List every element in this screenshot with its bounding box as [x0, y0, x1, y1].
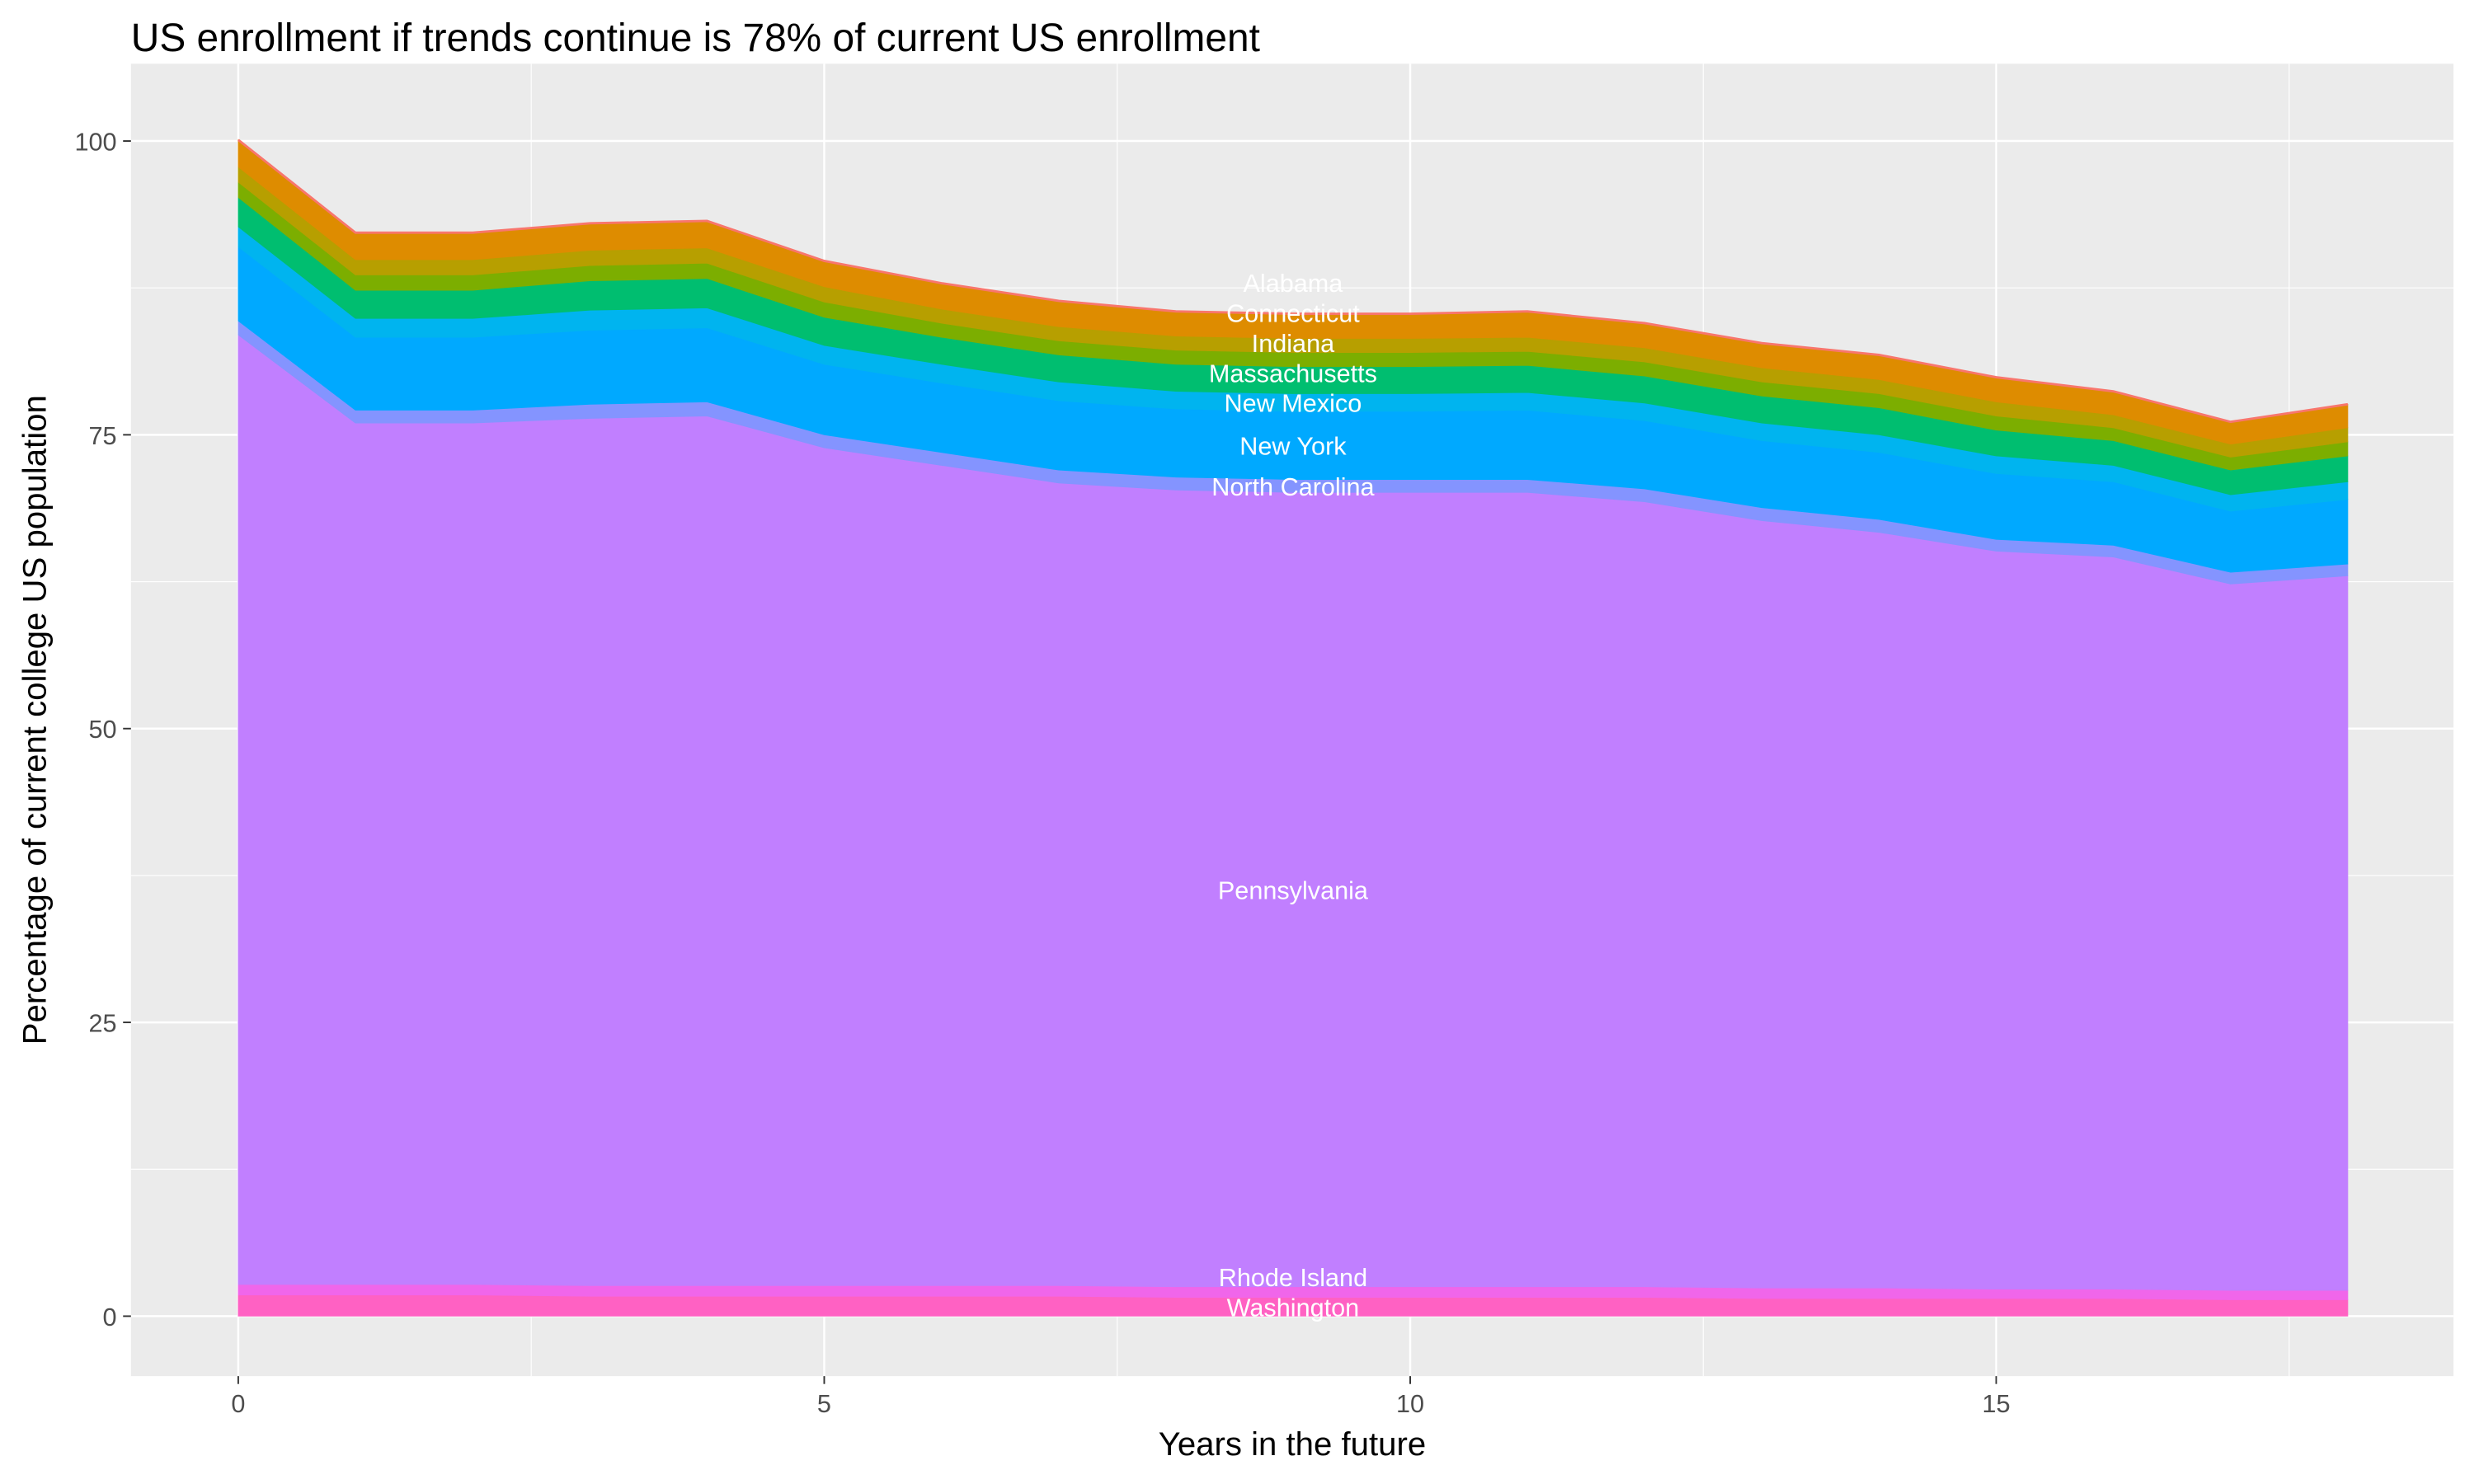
x-tick-label: 0 — [231, 1390, 245, 1418]
x-axis-label: Years in the future — [1159, 1425, 1426, 1463]
series-label: North Carolina — [1211, 473, 1375, 501]
x-tick-label: 15 — [1982, 1390, 2011, 1418]
series-label: Connecticut — [1226, 300, 1360, 328]
series-label: Indiana — [1252, 330, 1335, 358]
x-tick-label: 10 — [1396, 1390, 1424, 1418]
area-top-edge — [238, 139, 2349, 424]
area-layers — [238, 139, 2349, 1317]
y-axis-label: Percentage of current college US populat… — [16, 395, 53, 1045]
series-label: New Mexico — [1225, 390, 1362, 418]
x-axis-ticks: 0 5 10 15 — [231, 1376, 2011, 1418]
y-tick-label: 75 — [89, 422, 117, 450]
y-tick-label: 100 — [75, 129, 117, 157]
series-label: New York — [1239, 433, 1347, 461]
y-axis-ticks: 0 25 50 75 100 — [75, 129, 131, 1331]
y-tick-label: 25 — [89, 1010, 117, 1038]
series-label: Massachusetts — [1209, 359, 1377, 387]
series-label: Alabama — [1244, 270, 1344, 298]
y-tick-label: 0 — [103, 1303, 117, 1331]
series-label: Rhode Island — [1219, 1264, 1367, 1292]
series-label: Washington — [1227, 1294, 1360, 1322]
chart-title: US enrollment if trends continue is 78% … — [131, 16, 1260, 60]
y-tick-label: 50 — [89, 716, 117, 744]
series-label: Pennsylvania — [1218, 876, 1369, 904]
x-tick-label: 5 — [817, 1390, 831, 1418]
